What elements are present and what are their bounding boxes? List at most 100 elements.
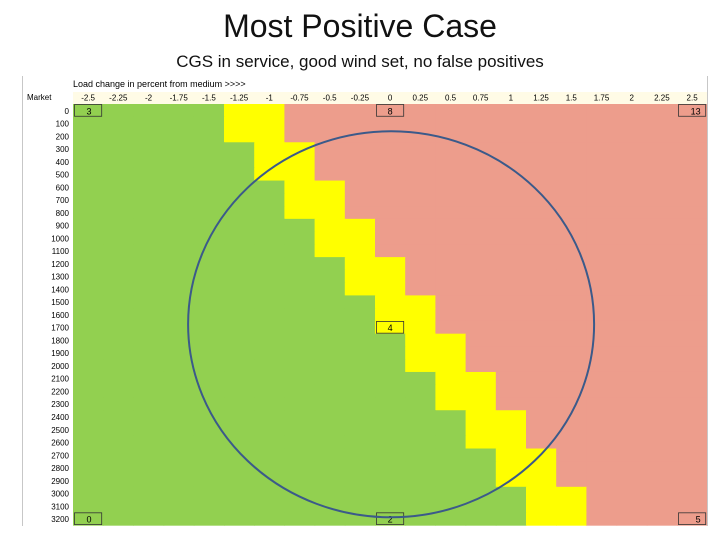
heatmap-cell [435, 512, 466, 525]
heatmap-cell [345, 142, 376, 155]
heatmap-cell [556, 155, 587, 168]
heatmap-cell [405, 461, 436, 474]
heatmap-cell [194, 334, 225, 347]
heatmap-cell [556, 334, 587, 347]
heatmap-cell [315, 257, 346, 270]
heatmap-cell [617, 142, 648, 155]
heatmap-cell [164, 117, 195, 130]
heatmap-cell [405, 244, 436, 257]
heatmap-cell [194, 130, 225, 143]
heatmap-cell [586, 206, 617, 219]
row-label: 3200 [51, 515, 69, 524]
heatmap-cell [647, 130, 678, 143]
heatmap-cell [164, 181, 195, 194]
heatmap-cell [284, 308, 315, 321]
slide-title: Most Positive Case [0, 8, 720, 45]
heatmap-cell [254, 461, 285, 474]
heatmap-cell [435, 181, 466, 194]
heatmap-cell [284, 295, 315, 308]
heatmap-cell [103, 461, 134, 474]
heatmap-cell [194, 295, 225, 308]
heatmap-cell [73, 334, 104, 347]
heatmap-cell [345, 232, 376, 245]
heatmap-cell [647, 334, 678, 347]
heatmap-cell [194, 461, 225, 474]
heatmap-cell [435, 117, 466, 130]
heatmap-cell [284, 512, 315, 525]
heatmap-cell [73, 308, 104, 321]
column-label: -0.25 [351, 94, 370, 103]
heatmap-cell [164, 512, 195, 525]
heatmap-cell [526, 168, 557, 181]
heatmap-cell [284, 474, 315, 487]
heatmap-cell [133, 397, 164, 410]
heatmap-cell [194, 283, 225, 296]
heatmap-cell [466, 142, 497, 155]
heatmap-cell [677, 117, 707, 130]
row-label: 600 [56, 183, 70, 192]
heatmap-cell [617, 410, 648, 423]
heatmap-cell [556, 244, 587, 257]
heatmap-cell [103, 372, 134, 385]
heatmap-cell [254, 206, 285, 219]
heatmap-cell [164, 244, 195, 257]
heatmap-cell [164, 449, 195, 462]
heatmap-cell [375, 474, 406, 487]
heatmap-cell [73, 346, 104, 359]
heatmap-cell [435, 244, 466, 257]
heatmap-cell [405, 181, 436, 194]
heatmap-cell [677, 295, 707, 308]
heatmap-cell [617, 308, 648, 321]
heatmap-cell [164, 232, 195, 245]
heatmap-cell [254, 410, 285, 423]
heatmap-cell [224, 232, 255, 245]
heatmap-cell [284, 397, 315, 410]
heatmap-cell [73, 117, 104, 130]
heatmap-cell [194, 500, 225, 513]
heatmap-cell [496, 308, 527, 321]
heatmap-cell [224, 512, 255, 525]
heatmap-cell [466, 423, 497, 436]
heatmap-cell [284, 232, 315, 245]
heatmap-cell [617, 385, 648, 398]
heatmap-cell [284, 461, 315, 474]
heatmap-cell [526, 104, 557, 117]
heatmap-cell [677, 500, 707, 513]
heatmap-cell [345, 449, 376, 462]
row-label: 2700 [51, 451, 69, 460]
heatmap-cell [375, 181, 406, 194]
heatmap-cell [194, 436, 225, 449]
heatmap-cell [647, 168, 678, 181]
heatmap-cell [586, 461, 617, 474]
heatmap-cell [375, 308, 406, 321]
heatmap-cell [496, 372, 527, 385]
heatmap-cell [254, 512, 285, 525]
heatmap-cell [466, 270, 497, 283]
heatmap-cell [435, 193, 466, 206]
heatmap-cell [496, 130, 527, 143]
heatmap-cell [405, 334, 436, 347]
heatmap-cell [496, 436, 527, 449]
heatmap-cell [103, 104, 134, 117]
heatmap-cell [284, 385, 315, 398]
heatmap-cell [526, 142, 557, 155]
heatmap-cell [556, 168, 587, 181]
heatmap-cell [556, 449, 587, 462]
heatmap-cell [677, 423, 707, 436]
heatmap-cell [254, 397, 285, 410]
heatmap-cell [647, 308, 678, 321]
heatmap-cell [224, 423, 255, 436]
heatmap-cell [73, 295, 104, 308]
heatmap-cell [164, 385, 195, 398]
heatmap-cell [73, 130, 104, 143]
heatmap-cell [164, 193, 195, 206]
heatmap-cell [103, 283, 134, 296]
heatmap-cell [375, 168, 406, 181]
heatmap-cell [73, 385, 104, 398]
heatmap-cell [133, 385, 164, 398]
heatmap-cell [405, 206, 436, 219]
heatmap-cell [315, 206, 346, 219]
heatmap-cell [224, 155, 255, 168]
heatmap-cell [254, 181, 285, 194]
heatmap-cell [375, 117, 406, 130]
